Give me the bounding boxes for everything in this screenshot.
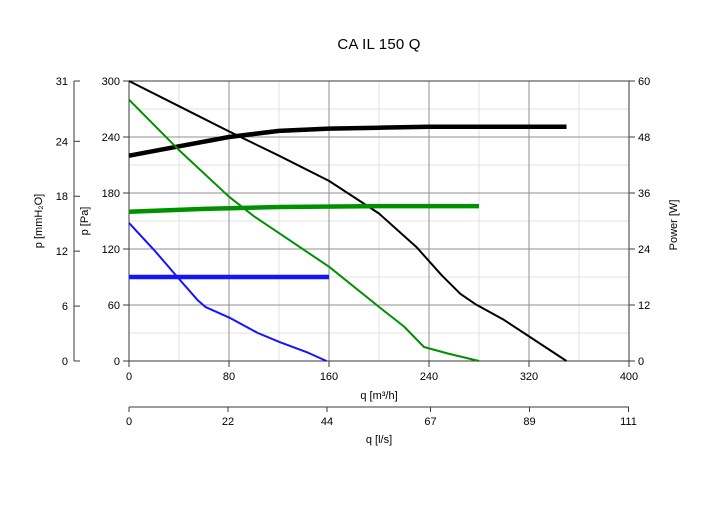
tick-label-pa: 0 — [114, 356, 120, 368]
tick-label-ls: 22 — [222, 416, 234, 428]
axis-label-pa: p [Pa] — [79, 207, 91, 236]
axis-label-m3h: q [m³/h] — [360, 390, 397, 402]
tick-label-mmh2o: 12 — [56, 246, 68, 258]
curve-pressure-speed-mid — [128, 98, 480, 362]
tick-label-ls: 44 — [321, 416, 333, 428]
tick-label-pa: 180 — [102, 188, 120, 200]
axis-label-mmh2o: p [mmH₂O] — [33, 194, 45, 248]
tick-label-ls: 89 — [523, 416, 535, 428]
tick-label-mmh2o: 31 — [56, 76, 68, 88]
tick-label-pa: 60 — [108, 300, 120, 312]
tick-label-ls: 0 — [126, 416, 132, 428]
tick-label-pa: 120 — [102, 244, 120, 256]
tick-label-pa: 240 — [102, 132, 120, 144]
tick-label-ls: 111 — [620, 416, 637, 428]
plot-border — [128, 80, 630, 362]
tick-label-m3h: 320 — [520, 371, 538, 383]
curve-pressure-speed-max — [128, 80, 568, 362]
tick-label-m3h: 80 — [223, 371, 235, 383]
tick-label-power: 12 — [638, 300, 650, 312]
tick-label-mmh2o: 24 — [56, 136, 68, 148]
curve-power-speed-mid — [128, 203, 479, 214]
tick-label-pa: 300 — [102, 76, 120, 88]
tick-label-ls: 67 — [424, 416, 436, 428]
axis-label-power: Power [W] — [668, 200, 680, 251]
tick-label-m3h: 160 — [320, 371, 338, 383]
tick-label-m3h: 400 — [620, 371, 638, 383]
axis-label-ls: q [l/s] — [366, 434, 392, 446]
tick-label-mmh2o: 0 — [62, 356, 68, 368]
tick-label-power: 60 — [638, 76, 650, 88]
tick-label-m3h: 0 — [126, 371, 132, 383]
tick-label-power: 24 — [638, 244, 650, 256]
tick-label-m3h: 240 — [420, 371, 438, 383]
chart-title: CA IL 150 Q — [337, 36, 421, 53]
tick-label-power: 48 — [638, 132, 650, 144]
curve-power-speed-max — [128, 124, 567, 158]
curve-pressure-speed-min — [128, 222, 327, 362]
tick-label-power: 0 — [638, 356, 644, 368]
tick-label-power: 36 — [638, 188, 650, 200]
tick-label-mmh2o: 6 — [62, 301, 68, 313]
tick-label-mmh2o: 18 — [56, 191, 68, 203]
